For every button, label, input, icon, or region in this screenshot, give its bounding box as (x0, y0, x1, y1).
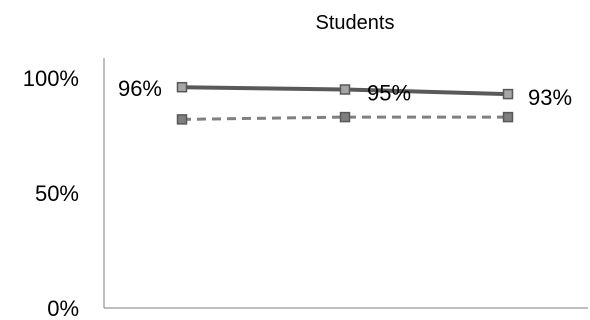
data-labels-layer: 96% 95% 93% (118, 76, 572, 110)
y-axis-tick-labels: 0% 50% 100% (23, 66, 79, 320)
series-2-line (181, 115, 508, 121)
y-tick-label: 0% (47, 296, 79, 320)
series-1-marker (176, 81, 188, 93)
series-2-marker (176, 114, 188, 125)
series-1-marker (339, 84, 351, 95)
y-tick-label: 50% (35, 181, 79, 206)
y-tick-label: 100% (23, 66, 79, 91)
series-layer (176, 81, 514, 125)
data-label: 93% (528, 85, 572, 110)
data-label: 96% (118, 76, 162, 101)
data-label: 95% (367, 81, 411, 106)
series-2-marker (339, 111, 351, 123)
series-1-marker (502, 88, 514, 100)
chart-title: Students (316, 12, 395, 34)
series-2-marker (502, 111, 514, 123)
